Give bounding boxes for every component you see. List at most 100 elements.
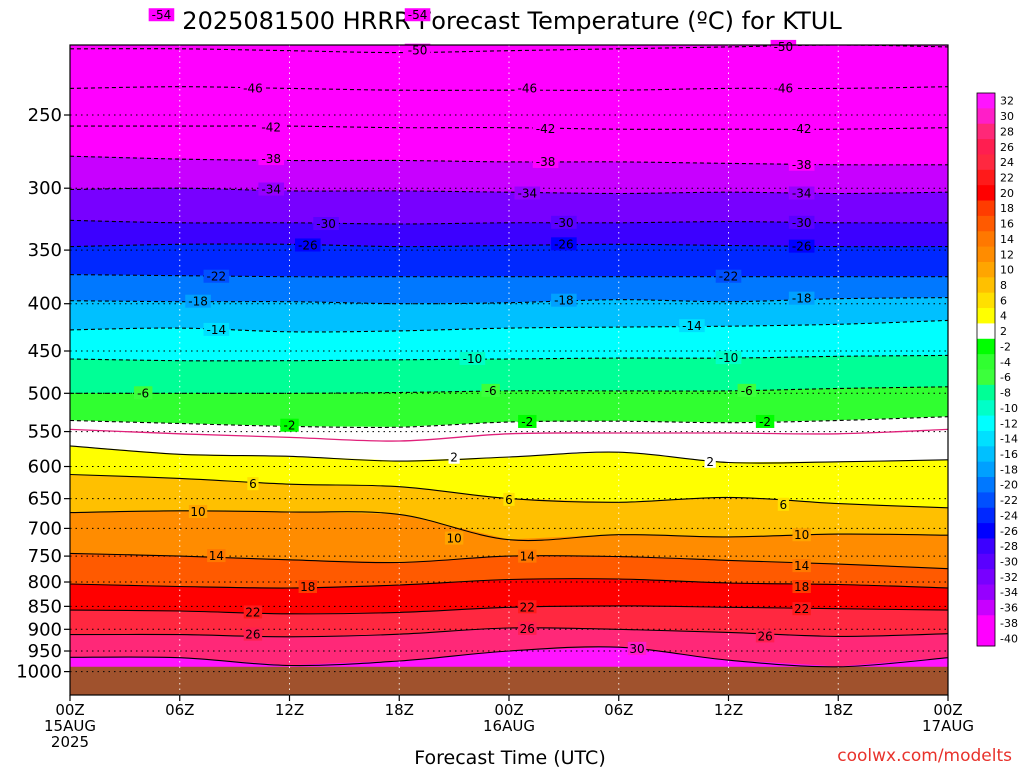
y-tick-label: 1000 bbox=[16, 662, 62, 683]
colorbar-label: 30 bbox=[1000, 110, 1014, 123]
contour-label: 26 bbox=[520, 622, 535, 636]
colorbar-swatch bbox=[977, 200, 995, 217]
contour-label-bg bbox=[518, 600, 537, 614]
contour-label: 6 bbox=[505, 493, 513, 507]
colorbar-label: -24 bbox=[1000, 509, 1018, 522]
x-axis-title: Forecast Time (UTC) bbox=[414, 747, 605, 768]
x-tick-label: 12Z bbox=[714, 701, 743, 719]
contour-label-bg bbox=[243, 627, 263, 641]
isotherm-contour bbox=[70, 416, 948, 429]
y-tick-label: 500 bbox=[28, 383, 62, 404]
contour-label: 22 bbox=[520, 600, 535, 614]
y-tick-label: 450 bbox=[28, 341, 62, 362]
contour-label-bg bbox=[627, 641, 647, 655]
colorbar-swatch bbox=[977, 169, 995, 186]
contour-label: -34 bbox=[261, 183, 281, 197]
contour-label-bg bbox=[788, 239, 815, 253]
colorbar-label: 18 bbox=[1000, 202, 1014, 215]
y-tick-label: 400 bbox=[28, 294, 62, 315]
contour-label-bg bbox=[133, 386, 153, 400]
contour-label-bg bbox=[792, 559, 811, 573]
contour-label-bg bbox=[514, 81, 541, 95]
colorbar-swatch bbox=[977, 261, 995, 278]
colorbar-label: -36 bbox=[1000, 602, 1018, 615]
colorbar-swatch bbox=[977, 308, 995, 324]
colorbar-swatch bbox=[977, 446, 995, 463]
colorbar-label: 32 bbox=[1000, 95, 1014, 108]
contour-label-bg bbox=[792, 579, 811, 593]
colorbar-swatch bbox=[977, 123, 995, 140]
colorbar-label: -8 bbox=[1000, 387, 1011, 400]
isotherm-contour bbox=[70, 627, 948, 638]
colorbar-swatch bbox=[977, 277, 995, 294]
contour-label: 18 bbox=[794, 580, 809, 594]
contour-label-bg bbox=[185, 294, 211, 308]
contour-label-bg bbox=[532, 154, 559, 168]
colorbar-label: 4 bbox=[1000, 310, 1007, 323]
colorbar-label: 6 bbox=[1000, 294, 1007, 307]
colorbar-label: -2 bbox=[1000, 340, 1011, 353]
colorbar-label: -4 bbox=[1000, 356, 1011, 369]
contour-label-bg bbox=[459, 351, 486, 365]
y-tick-label: 750 bbox=[28, 546, 62, 567]
colorbar-swatch bbox=[977, 93, 995, 109]
contour-label-bg bbox=[532, 122, 559, 136]
colorbar-label: 28 bbox=[1000, 125, 1014, 138]
contour-label-bg bbox=[518, 414, 537, 428]
colorbar-label: -10 bbox=[1000, 402, 1018, 415]
contour-label: -14 bbox=[682, 319, 702, 333]
temperature-band bbox=[70, 355, 948, 394]
contour-label-bg bbox=[148, 8, 175, 22]
colorbar-label: 8 bbox=[1000, 279, 1007, 292]
x-tick-label: 17AUG bbox=[922, 717, 974, 735]
contour-label-bg bbox=[280, 418, 299, 432]
contour-label-bg bbox=[188, 505, 208, 519]
contour-label-bg bbox=[792, 528, 811, 542]
colorbar-label: 26 bbox=[1000, 141, 1014, 154]
y-tick-label: 300 bbox=[28, 178, 62, 199]
contour-label-bg bbox=[240, 81, 266, 95]
contour-label-bg bbox=[715, 351, 742, 365]
contour-label-bg bbox=[551, 293, 577, 307]
colorbar-swatch bbox=[977, 430, 995, 447]
contour-label: -6 bbox=[485, 384, 497, 398]
colorbar-label: -28 bbox=[1000, 540, 1018, 553]
contour-label: 18 bbox=[300, 580, 315, 594]
y-tick-label: 250 bbox=[28, 105, 62, 126]
contour-label: -42 bbox=[261, 121, 281, 135]
colorbar-swatch bbox=[977, 584, 995, 601]
y-tick-label: 800 bbox=[28, 572, 62, 593]
colorbar-label: -14 bbox=[1000, 433, 1018, 446]
contour-label-bg bbox=[404, 43, 431, 57]
colorbar-frame bbox=[976, 92, 996, 647]
contour-label: -22 bbox=[719, 270, 739, 284]
contour-label: -18 bbox=[188, 295, 208, 309]
y-tick-label: 350 bbox=[28, 240, 62, 261]
contour-label: -38 bbox=[536, 155, 556, 169]
contour-label-bg bbox=[770, 39, 797, 53]
colorbar-label: -22 bbox=[1000, 494, 1018, 507]
colorbar-label: -40 bbox=[1000, 632, 1018, 645]
freezing-line bbox=[70, 428, 948, 442]
contour-label-bg bbox=[448, 450, 460, 464]
contour-label-bg bbox=[298, 579, 317, 593]
y-axis: 2503003504004505005506006507007508008509… bbox=[16, 105, 70, 683]
contour-label: -30 bbox=[792, 216, 812, 230]
contour-label-bg bbox=[404, 8, 431, 22]
contour-label-bg bbox=[258, 152, 285, 166]
contour-label-bg bbox=[518, 621, 537, 635]
colorbar-label: 22 bbox=[1000, 171, 1014, 184]
colorbar-swatch bbox=[977, 185, 995, 202]
contour-label: 14 bbox=[209, 549, 224, 563]
x-tick-label: 00Z bbox=[55, 701, 84, 719]
contour-label: -46 bbox=[774, 81, 794, 95]
colorbar-swatch bbox=[977, 292, 995, 309]
contour-label: -26 bbox=[298, 238, 318, 252]
colorbar-swatch bbox=[977, 461, 995, 478]
contour-label-bg bbox=[755, 629, 775, 643]
colorbar-label: 2 bbox=[1000, 325, 1007, 338]
colorbar-swatch bbox=[977, 492, 995, 509]
contour-label: -30 bbox=[554, 216, 574, 230]
x-tick-label: 00Z bbox=[933, 701, 962, 719]
